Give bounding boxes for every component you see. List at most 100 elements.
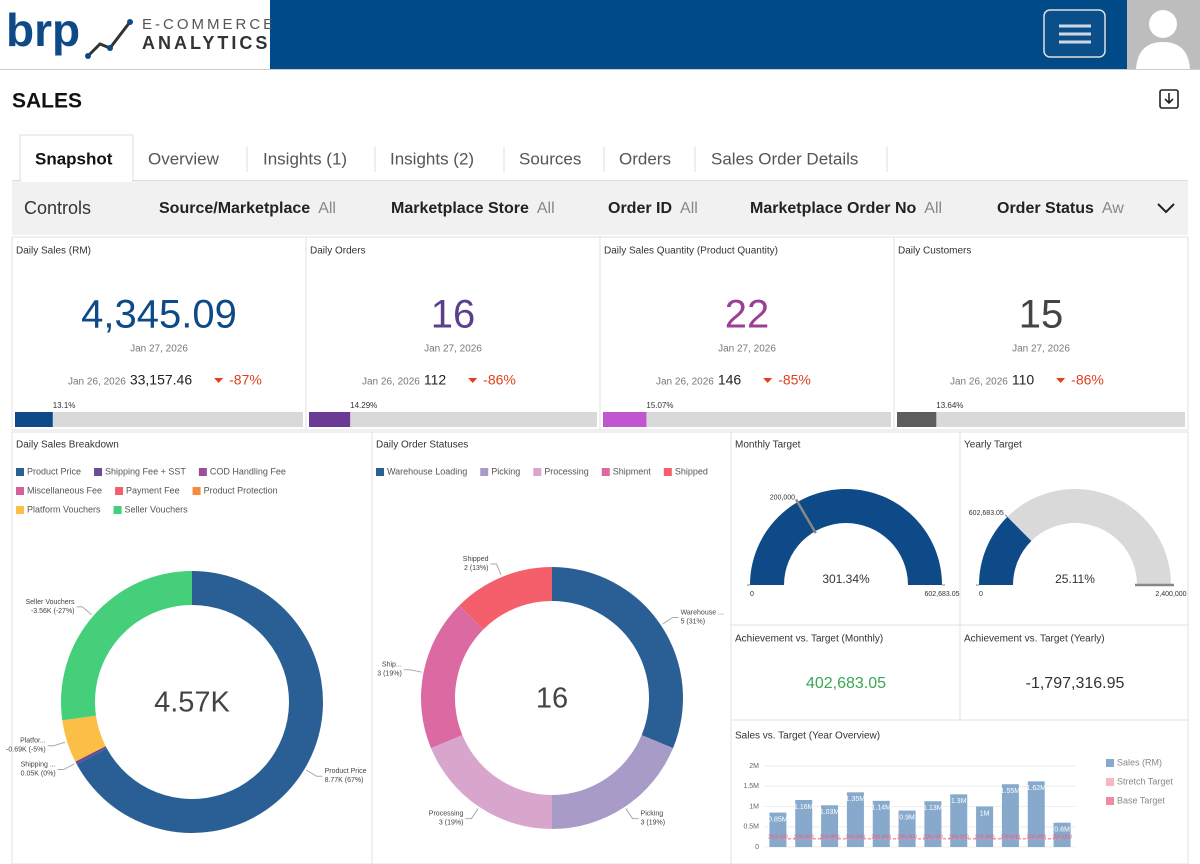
bar <box>1001 784 1019 847</box>
gauge-tick-label: 0 <box>979 591 983 598</box>
gauge-tick-label: 0 <box>750 591 754 598</box>
bar-label: 1.35M <box>846 796 866 803</box>
menu-icon <box>1059 24 1091 44</box>
filter-value[interactable]: All <box>924 200 942 217</box>
controls-expand[interactable] <box>1157 203 1175 214</box>
logo-subtitle: E-COMMERCE <box>142 16 276 33</box>
tab[interactable]: Insights (2) <box>390 149 474 168</box>
tab[interactable]: Overview <box>148 149 220 168</box>
y-tick-label: 1.5M <box>743 783 759 790</box>
legend-swatch <box>1106 797 1114 805</box>
legend-swatch <box>1106 759 1114 767</box>
filter-name[interactable]: Order ID <box>608 200 672 217</box>
kpi-card <box>599 236 895 431</box>
kpi-prev-date: Jan 26, 2026 <box>68 377 126 388</box>
kpi-date: Jan 27, 2026 <box>130 344 188 355</box>
kpi-track <box>309 412 597 427</box>
kpi-title: Daily Customers <box>898 246 971 257</box>
bar-label: 0.6M <box>1054 827 1070 834</box>
bar <box>795 800 813 847</box>
logo-subtitle: ANALYTICS <box>142 33 270 53</box>
legend-label: Shipment <box>613 466 652 476</box>
tab[interactable]: Sources <box>519 149 581 168</box>
y-tick-label: 0 <box>755 844 759 851</box>
filter-value[interactable]: All <box>537 200 555 217</box>
bar-label: 1.13M <box>923 805 943 812</box>
kpi-title: Daily Sales Quantity (Product Quantity) <box>604 246 778 257</box>
achievement-value: -1,797,316.95 <box>1026 675 1125 692</box>
logo-dot <box>85 53 91 59</box>
kpi-prev-value: 33,157.46 <box>130 372 192 388</box>
logo-dot <box>127 19 133 25</box>
kpi-share-label: 13.1% <box>53 401 76 410</box>
kpi-value: 22 <box>725 293 770 337</box>
target-label: 200,000 <box>1052 834 1072 840</box>
kpi-change-arrow <box>214 378 224 383</box>
filter-name[interactable]: Marketplace Store <box>391 200 529 217</box>
slice-label: Ship... <box>382 662 402 669</box>
controls-bar <box>12 181 1188 235</box>
achievement-title: Achievement vs. Target (Yearly) <box>964 634 1105 645</box>
kpi-change: -86% <box>483 372 516 388</box>
donut-slice <box>420 605 484 749</box>
target-label: 200,000 <box>768 834 788 840</box>
legend-label: Sales (RM) <box>1117 757 1162 767</box>
chart-title: Monthly Target <box>735 440 801 451</box>
donut-slice <box>430 735 552 830</box>
chart-title: Sales vs. Target (Year Overview) <box>735 731 880 742</box>
legend-swatch <box>533 468 542 476</box>
slice-value: 2 (13%) <box>464 565 489 572</box>
kpi-title: Daily Orders <box>310 246 366 257</box>
logo-icon <box>86 21 132 58</box>
bar-label: 1.16M <box>794 804 814 811</box>
gauge-tick <box>1004 514 1008 518</box>
legend-label: Shipping Fee + SST <box>105 466 186 476</box>
controls-label: Controls <box>24 198 91 218</box>
legend-label: Stretch Target <box>1117 776 1173 786</box>
target-label: 200,000 <box>871 834 891 840</box>
kpi-change: -86% <box>1071 372 1104 388</box>
gauge-fill <box>979 516 1032 585</box>
filter-value[interactable]: All <box>680 200 698 217</box>
slice-label: Shipping ... <box>21 761 56 768</box>
kpi-date: Jan 27, 2026 <box>424 344 482 355</box>
kpi-change-arrow <box>468 378 478 383</box>
bar <box>950 794 968 847</box>
filter-name[interactable]: Marketplace Order No <box>750 200 917 217</box>
achievement-title: Achievement vs. Target (Monthly) <box>735 634 883 645</box>
slice-value: -3.56K (-27%) <box>31 608 75 615</box>
legend-label: Shipped <box>675 466 708 476</box>
gauge-tick <box>795 499 799 503</box>
tab[interactable]: Sales Order Details <box>711 149 858 168</box>
filter-value[interactable]: Aw <box>1102 200 1124 217</box>
chart-title: Yearly Target <box>964 440 1022 451</box>
tab[interactable]: Snapshot <box>35 149 113 168</box>
legend-swatch <box>376 468 384 476</box>
filter-name[interactable]: Source/Marketplace <box>159 200 310 217</box>
top-bar <box>270 0 1127 69</box>
target-label: 200,000 <box>975 834 995 840</box>
kpi-card <box>11 236 307 431</box>
legend-swatch <box>198 468 207 476</box>
legend-label: Seller Vouchers <box>125 504 189 514</box>
tab[interactable]: Orders <box>619 149 671 168</box>
legend-swatch <box>1106 778 1114 786</box>
bar-label: 1M <box>980 810 990 817</box>
legend-label: Base Target <box>1117 795 1165 805</box>
slice-label: Processing <box>429 810 464 817</box>
legend-label: Warehouse Loading <box>387 466 467 476</box>
donut-center: 16 <box>536 683 568 715</box>
slice-value: 3 (19%) <box>641 819 666 826</box>
tab[interactable]: Insights (1) <box>263 149 347 168</box>
bar <box>846 792 864 847</box>
filter-value[interactable]: All <box>318 200 336 217</box>
legend-swatch <box>16 487 24 495</box>
legend-swatch <box>16 506 24 514</box>
filter-name[interactable]: Order Status <box>997 200 1094 217</box>
kpi-share-bar <box>603 412 647 427</box>
target-label: 200,000 <box>1000 834 1020 840</box>
download-button[interactable] <box>1159 89 1179 109</box>
legend-swatch <box>480 468 489 476</box>
gauge-value: 301.34% <box>822 572 870 586</box>
